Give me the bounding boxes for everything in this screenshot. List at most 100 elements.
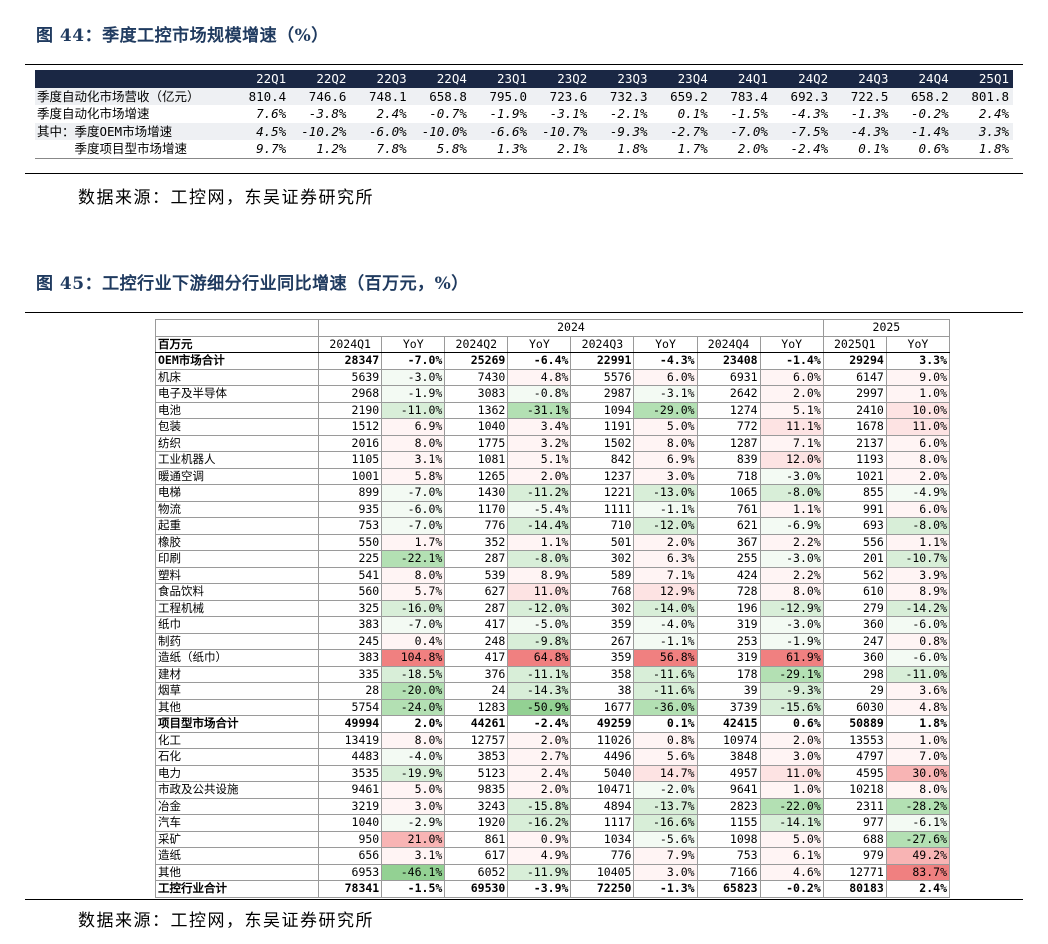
quarter-header: 24Q2	[771, 70, 833, 88]
yoy-cell: 5.0%	[633, 418, 698, 436]
yoy-cell: -6.1%	[885, 814, 951, 832]
value-cell: 22991	[570, 352, 635, 370]
yoy-cell: 2.4%	[507, 764, 572, 782]
table-row: 季度自动化市场营收（亿元） 810.4 746.6 748.1 658.8 795.0 72…	[35, 87, 1013, 105]
value-cell: 4483	[318, 748, 383, 766]
value-cell: 376	[444, 665, 509, 683]
yoy-cell: -19.9%	[381, 764, 446, 782]
value-cell: 2.1%	[531, 140, 592, 159]
value-cell: 44261	[444, 715, 509, 733]
table-row: 冶金 3219 3.0% 3243 -15.8% 4894 -13.7% 2823 -22.0%…	[154, 797, 951, 815]
yoy-cell: 12.0%	[759, 451, 824, 469]
value-cell: 656	[318, 847, 383, 865]
yoy-cell: -16.2%	[507, 814, 572, 832]
yoy-cell: 6.9%	[381, 418, 446, 436]
row-label: 造纸（纸巾）	[154, 649, 320, 667]
value-cell: 5123	[444, 764, 509, 782]
yoy-cell: 8.9%	[507, 566, 572, 584]
yoy-cell: -3.0%	[759, 467, 824, 485]
yoy-cell: -24.0%	[381, 698, 446, 716]
yoy-cell: -11.6%	[633, 665, 698, 683]
table-row: 物流 935 -6.0% 1170 -5.4% 1111 -1.1% 761 1.1% 991 6.…	[154, 500, 951, 518]
value-cell: 65823	[696, 880, 761, 898]
value-cell: 772	[696, 418, 761, 436]
value-cell: 562	[822, 566, 887, 584]
value-cell: 358	[570, 665, 635, 683]
yoy-cell: -12.0%	[507, 599, 572, 617]
table-row: 起重 753 -7.0% 776 -14.4% 710 -12.0% 621 -6.9% 693-…	[154, 517, 951, 535]
row-label: 物流	[154, 500, 320, 518]
yoy-cell: 0.9%	[507, 830, 572, 848]
value-cell: 417	[444, 649, 509, 667]
value-cell: 977	[822, 814, 887, 832]
value-cell: 9641	[696, 781, 761, 799]
year-header-2024: 2024	[318, 319, 824, 337]
yoy-cell: 0.8%	[633, 731, 698, 749]
value-cell: 255	[696, 550, 761, 568]
yoy-cell: -29.1%	[759, 665, 824, 683]
quarter-header: 24Q1	[711, 70, 772, 88]
value-cell: 25269	[444, 352, 509, 370]
yoy-cell: -8.0%	[759, 484, 824, 502]
value-cell: 1677	[570, 698, 635, 716]
yoy-cell: -6.4%	[507, 352, 572, 370]
yoy-header: YoY	[759, 335, 824, 353]
yoy-cell: 64.8%	[507, 649, 572, 667]
value-cell: 6052	[444, 863, 509, 881]
value-cell: 424	[696, 566, 761, 584]
value-cell: 1502	[570, 434, 635, 452]
table-row: 造纸（纸巾） 383 104.8% 417 64.8% 359 56.8% 319 61.9% 3…	[154, 649, 951, 667]
value-cell: -9.3%	[591, 122, 652, 140]
value-cell: 728	[696, 583, 761, 601]
yoy-cell: 3.0%	[759, 748, 824, 766]
yoy-cell: 1.1%	[759, 500, 824, 518]
row-label: 机床	[154, 368, 320, 386]
yoy-cell: -20.0%	[381, 682, 446, 700]
quarter-header: 24Q4	[892, 70, 953, 88]
value-cell: 0.1%	[832, 140, 893, 159]
yoy-cell: 7.1%	[633, 566, 698, 584]
yoy-cell: -4.3%	[633, 352, 698, 370]
value-cell: 776	[570, 847, 635, 865]
value-cell: 2137	[822, 434, 887, 452]
row-label: 季度自动化市场增速	[37, 106, 150, 121]
value-cell: 3739	[696, 698, 761, 716]
value-cell: 78341	[318, 880, 383, 898]
value-cell: 768	[570, 583, 635, 601]
yoy-cell: 0.8%	[885, 632, 951, 650]
yoy-cell: -3.9%	[507, 880, 572, 898]
value-cell: 1287	[696, 434, 761, 452]
yoy-cell: -50.9%	[507, 698, 572, 716]
table-row: 机床 5639 -3.0% 7430 4.8% 5576 6.0% 6931 6.0% 6147 9…	[154, 368, 951, 386]
yoy-cell: -6.0%	[885, 616, 951, 634]
yoy-cell: -4.0%	[633, 616, 698, 634]
value-cell: 935	[318, 500, 383, 518]
yoy-cell: 61.9%	[759, 649, 824, 667]
yoy-cell: -11.1%	[507, 665, 572, 683]
yoy-cell: 8.0%	[381, 434, 446, 452]
yoy-cell: 6.0%	[633, 368, 698, 386]
row-label: 电力	[154, 764, 320, 782]
value-cell: 0.6%	[892, 140, 953, 159]
value-cell: 6931	[696, 368, 761, 386]
value-cell: 3219	[318, 797, 383, 815]
yoy-cell: 3.2%	[507, 434, 572, 452]
value-cell: -1.4%	[892, 122, 953, 140]
row-label: 包装	[154, 418, 320, 436]
value-cell: 2968	[318, 385, 383, 403]
yoy-cell: 56.8%	[633, 649, 698, 667]
value-cell: 9461	[318, 781, 383, 799]
value-cell: 302	[570, 599, 635, 617]
yoy-cell: 2.0%	[633, 533, 698, 551]
value-cell: -10.7%	[531, 122, 592, 140]
value-cell: 1430	[444, 484, 509, 502]
quarter-header: 22Q2	[290, 70, 351, 88]
value-cell: 360	[822, 616, 887, 634]
value-cell: 3848	[696, 748, 761, 766]
yoy-cell: -14.4%	[507, 517, 572, 535]
yoy-cell: 11.0%	[759, 764, 824, 782]
yoy-cell: 5.7%	[381, 583, 446, 601]
row-label: 橡胶	[154, 533, 320, 551]
yoy-cell: 1.8%	[885, 715, 951, 733]
value-cell: 245	[318, 632, 383, 650]
